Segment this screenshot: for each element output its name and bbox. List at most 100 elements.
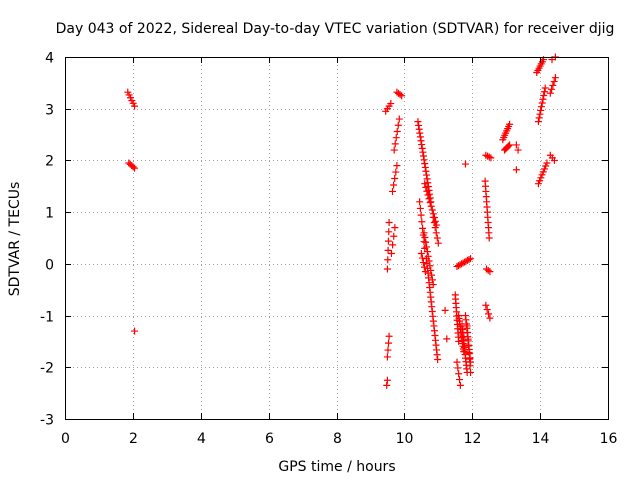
data-point [459, 259, 467, 267]
data-point [429, 281, 437, 289]
data-point [540, 165, 548, 173]
data-point [384, 346, 392, 354]
data-point [539, 95, 547, 103]
y-tick-label: -2 [40, 361, 54, 377]
y-tick-label: 0 [45, 258, 54, 274]
data-point [420, 263, 428, 271]
data-point [464, 329, 472, 337]
x-axis-title: GPS time / hours [278, 459, 395, 475]
data-point [425, 195, 433, 203]
data-point [465, 342, 473, 350]
data-point [538, 99, 546, 107]
data-point [486, 314, 494, 322]
data-point [421, 163, 429, 171]
data-point [416, 198, 424, 206]
data-point [465, 349, 473, 357]
x-tick-label: 4 [197, 431, 206, 447]
x-tick-label: 10 [396, 431, 414, 447]
data-point [483, 306, 491, 314]
data-point [535, 114, 543, 122]
data-point [542, 162, 550, 170]
data-point [390, 146, 398, 154]
grid-lines [65, 57, 608, 419]
data-point [461, 258, 469, 266]
data-point [416, 129, 424, 137]
data-point [395, 115, 403, 123]
data-point [485, 153, 493, 161]
x-tick-label: 0 [61, 431, 70, 447]
data-point [484, 266, 492, 274]
data-point [392, 134, 400, 142]
data-point [506, 141, 514, 149]
data-point [453, 358, 461, 366]
data-point [419, 152, 427, 160]
data-point [388, 187, 396, 195]
data-point [387, 100, 395, 108]
data-point [422, 238, 430, 246]
data-point [422, 167, 430, 175]
data-point [418, 144, 426, 152]
data-point [456, 376, 464, 384]
data-point [426, 199, 434, 207]
data-point [432, 229, 440, 237]
y-axis-title: SDTVAR / TECUs [7, 182, 23, 297]
data-point [393, 162, 401, 170]
y-tick-label: -3 [40, 413, 54, 429]
data-point [419, 148, 427, 156]
data-point [456, 381, 464, 389]
data-points [124, 53, 559, 389]
data-point [443, 335, 451, 343]
data-point [455, 370, 463, 378]
data-point [394, 121, 402, 129]
x-tick-label: 2 [129, 431, 138, 447]
data-point [423, 175, 431, 183]
data-point [512, 141, 520, 149]
data-point [385, 218, 393, 226]
data-point [543, 159, 551, 167]
data-point [393, 127, 401, 135]
data-point [551, 74, 559, 82]
data-point [384, 256, 392, 264]
data-point [421, 234, 429, 242]
data-point [433, 234, 441, 242]
data-point [466, 362, 474, 370]
data-point [417, 211, 425, 219]
data-point [541, 84, 549, 92]
data-point [455, 337, 463, 345]
data-point [463, 322, 471, 330]
data-point [486, 268, 494, 276]
data-point [461, 160, 469, 168]
data-point [416, 133, 424, 141]
data-point [423, 187, 431, 195]
data-point [464, 256, 472, 264]
axis-ticks [65, 57, 609, 420]
data-point [383, 376, 391, 384]
data-point [434, 239, 442, 247]
data-point [389, 241, 397, 249]
data-point [430, 218, 438, 226]
data-point [384, 246, 392, 254]
data-point [482, 151, 490, 159]
y-tick-label: 2 [45, 154, 54, 170]
data-point [423, 248, 431, 256]
data-point [416, 204, 424, 212]
data-point [537, 106, 545, 114]
data-point [546, 89, 554, 97]
data-point [453, 262, 461, 270]
data-point [467, 255, 475, 263]
data-point [512, 166, 520, 174]
data-point [417, 250, 425, 258]
x-tick-label: 8 [333, 431, 342, 447]
data-point [534, 180, 542, 188]
data-point [465, 256, 473, 264]
data-point [424, 191, 432, 199]
data-point [418, 141, 426, 149]
data-point [427, 202, 435, 210]
data-point [422, 183, 430, 191]
data-point [429, 213, 437, 221]
data-point [514, 146, 522, 154]
data-point [540, 91, 548, 99]
data-point [441, 306, 449, 314]
data-point [390, 232, 398, 240]
